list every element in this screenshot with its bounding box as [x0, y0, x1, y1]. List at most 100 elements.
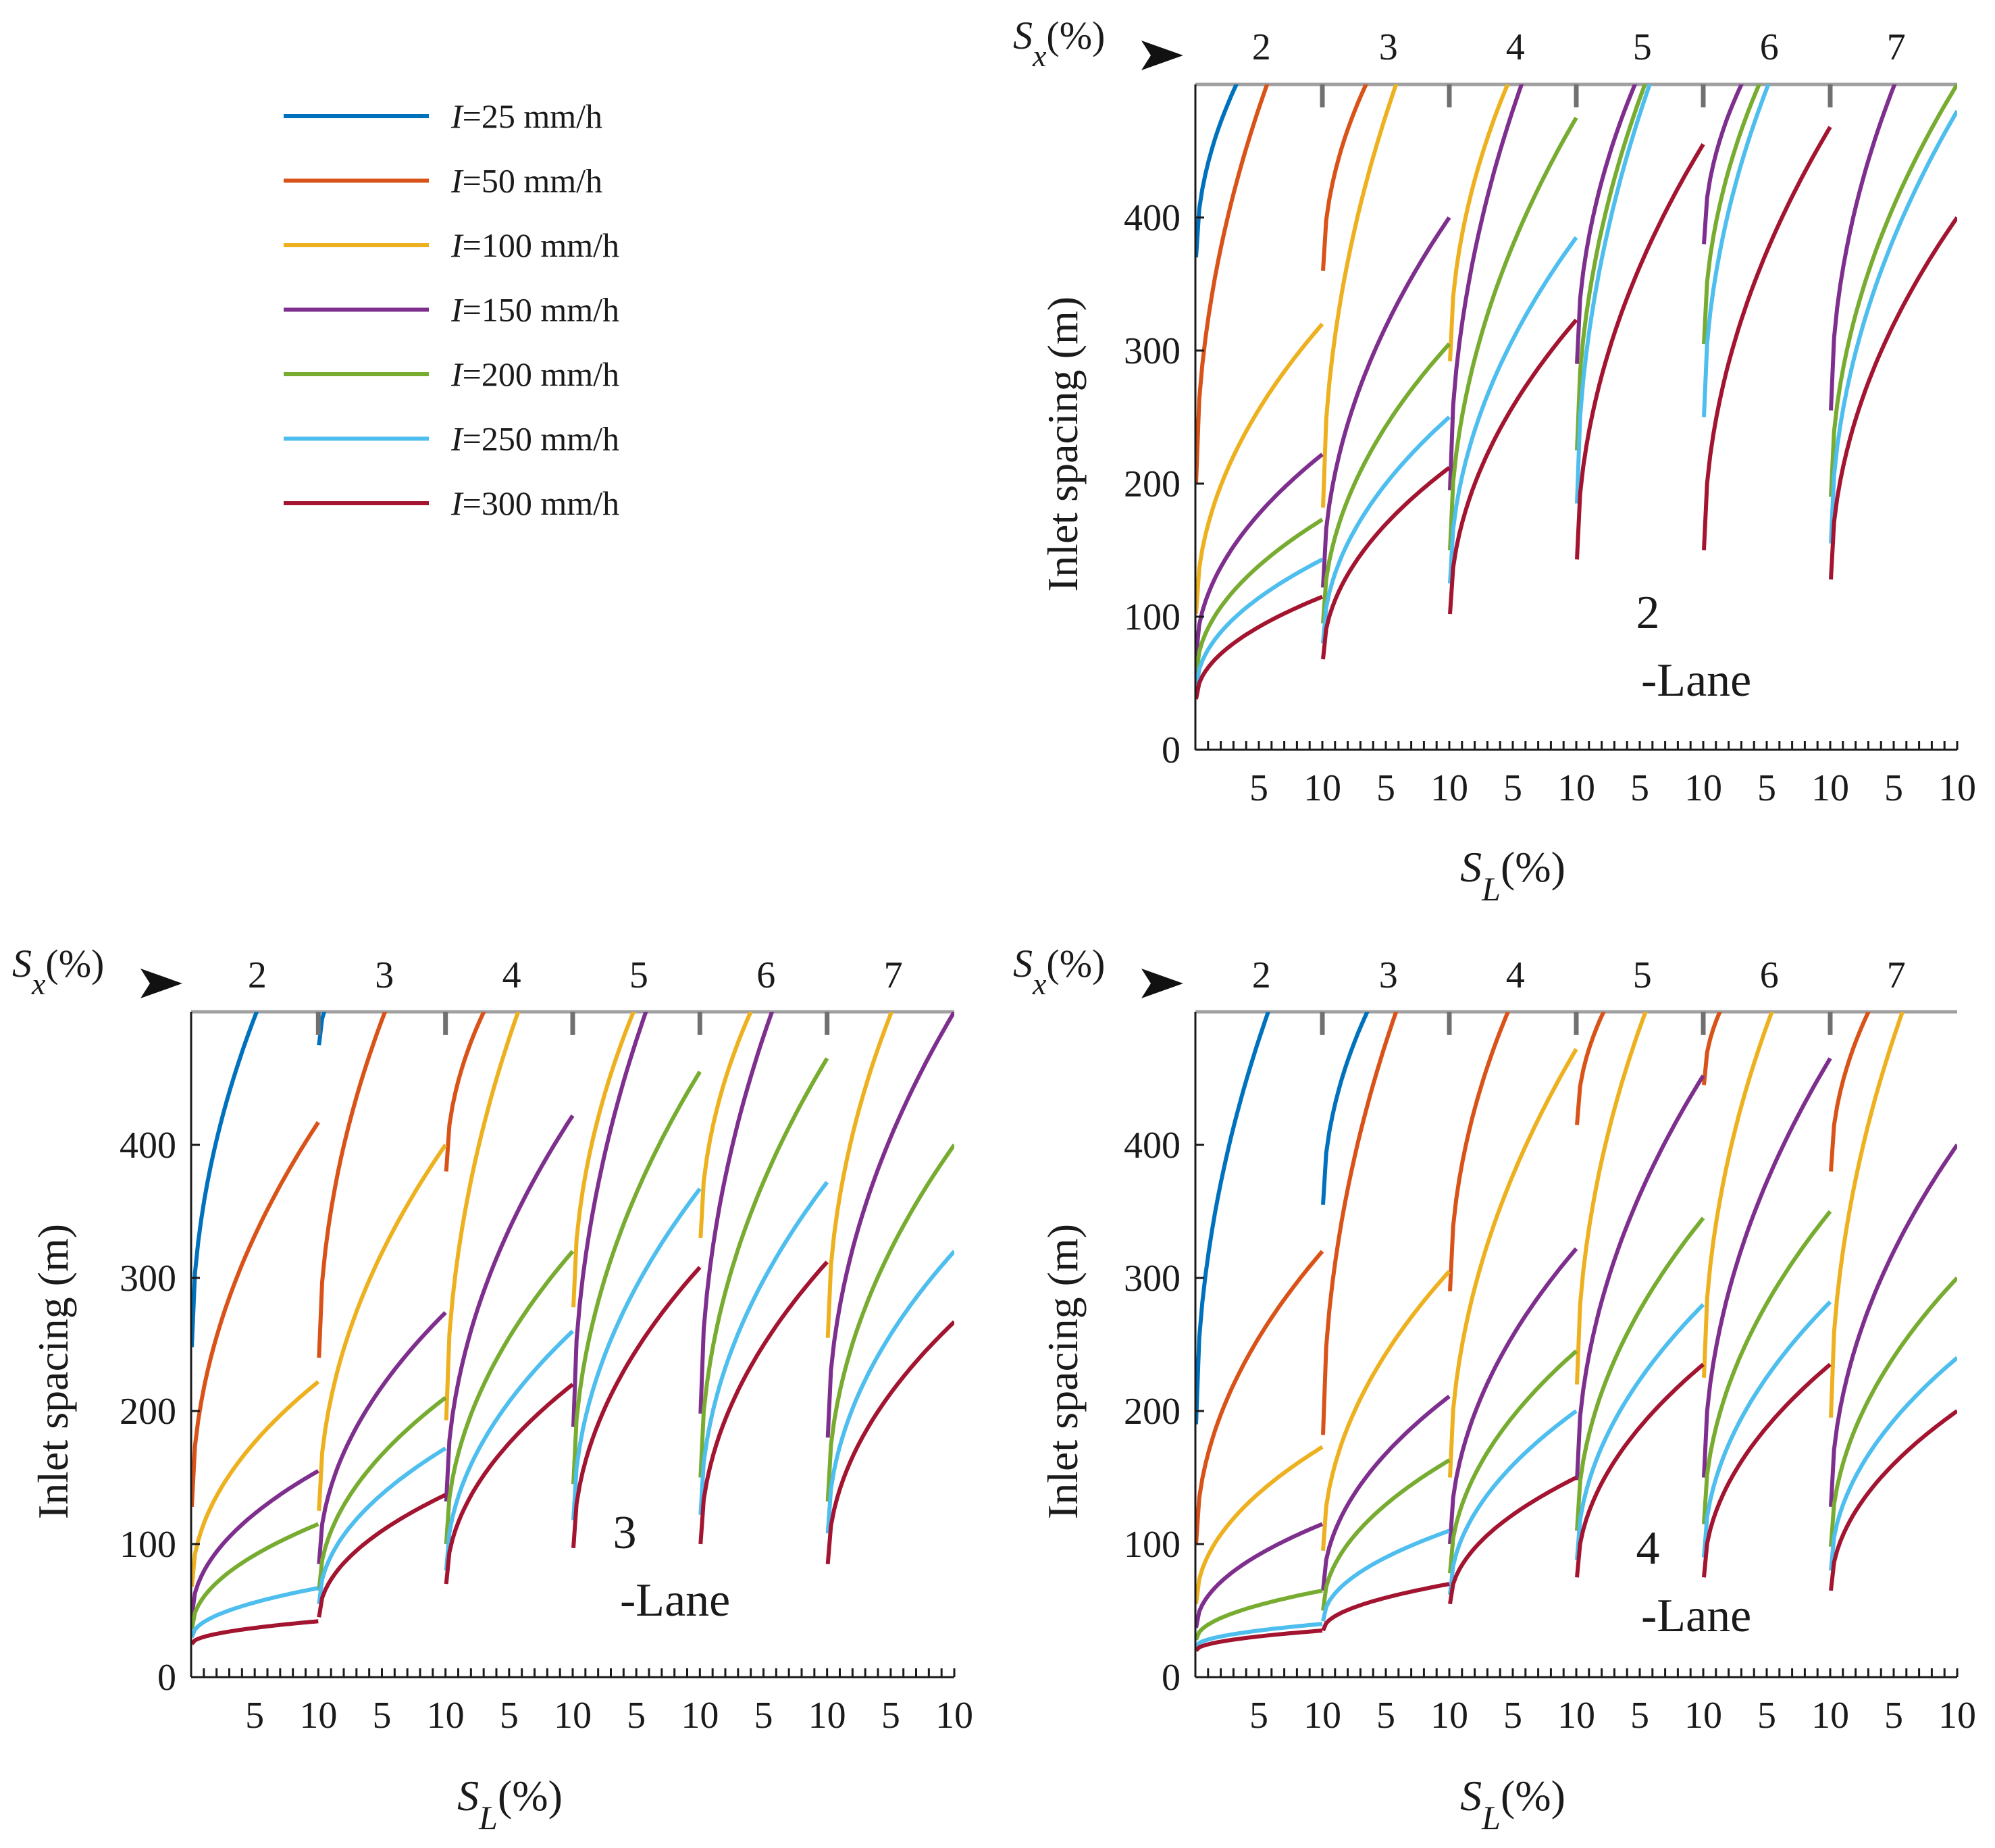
series-3-segment-4	[1702, 1057, 1832, 1478]
y-tick-label: 0	[157, 1657, 176, 1699]
y-tick-label: 400	[1124, 197, 1181, 239]
x-tick-label: 5	[1376, 767, 1395, 809]
panel-lane-number: 3	[613, 1507, 637, 1559]
panel-lane-text: -Lane	[1641, 1590, 1751, 1642]
sx-value-label: 5	[1633, 26, 1652, 68]
series-5-segment-2	[1448, 1409, 1578, 1595]
sx-axis-label: Sx(%)	[1013, 942, 1105, 1001]
series-5-segment-4	[1702, 1300, 1832, 1558]
y-axis-label: Inlet spacing (m)	[29, 1224, 77, 1519]
series-4-segment-0	[1195, 517, 1324, 677]
series-4-segment-0	[1195, 1588, 1323, 1641]
series-1-segment-1	[1321, 1012, 1399, 1435]
series-0-segment-0	[1195, 84, 1239, 258]
x-axis-label: SL(%)	[1460, 1772, 1565, 1837]
legend-label-1: I=50 mm/h	[450, 162, 602, 200]
series-1-segment-2	[444, 1012, 486, 1172]
series-3-segment-0	[1195, 453, 1324, 657]
series-5-segment-2	[444, 1329, 575, 1571]
x-tick-label: 5	[1249, 1695, 1268, 1737]
series-3-segment-4	[698, 1012, 775, 1414]
series-3-segment-5	[1829, 84, 1897, 411]
series-4-segment-4	[1702, 1210, 1832, 1524]
series-4-segment-5	[1829, 1276, 1957, 1547]
series-1-segment-0	[191, 1121, 320, 1507]
y-tick-label: 100	[120, 1524, 176, 1566]
series-group	[191, 1012, 954, 1645]
sx-value-label: 2	[1252, 26, 1271, 68]
series-3-segment-1	[1321, 1394, 1451, 1591]
panel-lane-text: -Lane	[1641, 654, 1751, 707]
series-2-segment-4	[698, 1012, 753, 1239]
sx-value-label: 6	[756, 954, 775, 996]
legend-label-6: I=300 mm/h	[450, 484, 619, 522]
series-6-segment-5	[825, 1320, 954, 1564]
series-3-segment-3	[1575, 84, 1638, 364]
series-3-segment-2	[1448, 1247, 1578, 1545]
x-tick-label: 5	[500, 1695, 519, 1737]
series-1-segment-1	[1321, 84, 1369, 271]
series-6-segment-4	[1702, 126, 1832, 550]
sx-value-label: 3	[1379, 954, 1398, 996]
series-6-segment-0	[1195, 1628, 1323, 1652]
sx-value-label: 7	[1887, 26, 1906, 68]
series-3-segment-3	[1575, 1075, 1705, 1481]
x-tick-label: 5	[373, 1695, 392, 1737]
panel-lane-number: 4	[1636, 1522, 1660, 1574]
x-axis-label: SL(%)	[457, 1772, 563, 1837]
series-6-segment-3	[1575, 143, 1705, 560]
series-6-segment-5	[1829, 1409, 1957, 1591]
series-6-segment-2	[444, 1383, 574, 1585]
x-tick-label: 10	[681, 1695, 719, 1737]
series-2-segment-3	[1575, 1012, 1648, 1385]
series-4-segment-2	[1448, 116, 1578, 550]
series-1-segment-0	[1195, 84, 1270, 484]
series-4-segment-1	[317, 1395, 447, 1591]
series-2-segment-0	[1195, 1445, 1324, 1605]
x-tick-label: 5	[1249, 767, 1268, 809]
series-0-segment-1	[1321, 1012, 1370, 1205]
x-tick-label: 5	[1630, 1695, 1649, 1737]
x-tick-label: 10	[554, 1695, 592, 1737]
sx-value-label: 4	[1506, 954, 1525, 996]
sx-value-label: 3	[375, 954, 394, 996]
x-tick-label: 10	[1303, 1695, 1341, 1737]
x-tick-label: 10	[299, 1695, 337, 1737]
series-4-segment-0	[191, 1522, 319, 1630]
x-tick-label: 5	[245, 1695, 264, 1737]
series-3-segment-4	[1702, 84, 1744, 245]
legend-label-3: I=150 mm/h	[450, 291, 619, 329]
x-tick-label: 10	[1938, 767, 1976, 809]
series-5-segment-0	[1195, 1622, 1323, 1648]
series-3-segment-3	[571, 1012, 648, 1427]
x-axis-label: SL(%)	[1460, 843, 1565, 908]
series-4-segment-3	[1575, 84, 1647, 451]
x-tick-label: 10	[1684, 767, 1722, 809]
series-5-segment-4	[1702, 84, 1771, 417]
sx-value-label: 5	[629, 954, 648, 996]
series-6-segment-2	[1448, 1475, 1578, 1605]
series-5-segment-3	[1575, 84, 1652, 504]
series-4-segment-3	[571, 1071, 702, 1485]
sx-value-label: 5	[1633, 954, 1652, 996]
y-tick-label: 300	[120, 1258, 176, 1300]
x-tick-label: 10	[935, 1695, 973, 1737]
series-6-segment-3	[1575, 1362, 1705, 1578]
series-5-segment-0	[1195, 557, 1324, 690]
series-4-segment-5	[1829, 84, 1957, 497]
legend-label-4: I=200 mm/h	[450, 355, 619, 393]
series-3-segment-1	[1321, 216, 1451, 588]
x-tick-label: 10	[1811, 767, 1849, 809]
x-tick-label: 10	[1303, 767, 1341, 809]
series-0-segment-0	[191, 1012, 259, 1348]
sx-value-label: 6	[1760, 954, 1779, 996]
y-tick-label: 200	[1124, 463, 1181, 505]
series-6-segment-1	[1321, 465, 1451, 660]
x-tick-label: 5	[1630, 767, 1649, 809]
legend-label-0: I=25 mm/h	[450, 97, 602, 135]
sx-arrow-icon	[1141, 41, 1183, 70]
y-axis-label: Inlet spacing (m)	[1039, 297, 1087, 592]
sx-value-label: 6	[1760, 26, 1779, 68]
